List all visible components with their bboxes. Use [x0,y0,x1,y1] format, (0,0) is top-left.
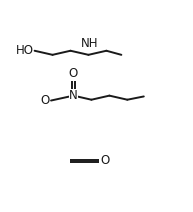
Text: O: O [41,94,50,107]
Text: N: N [69,89,78,102]
Text: O: O [101,154,110,167]
Text: NH: NH [80,37,98,50]
Text: HO: HO [16,44,34,57]
Text: O: O [69,67,78,80]
